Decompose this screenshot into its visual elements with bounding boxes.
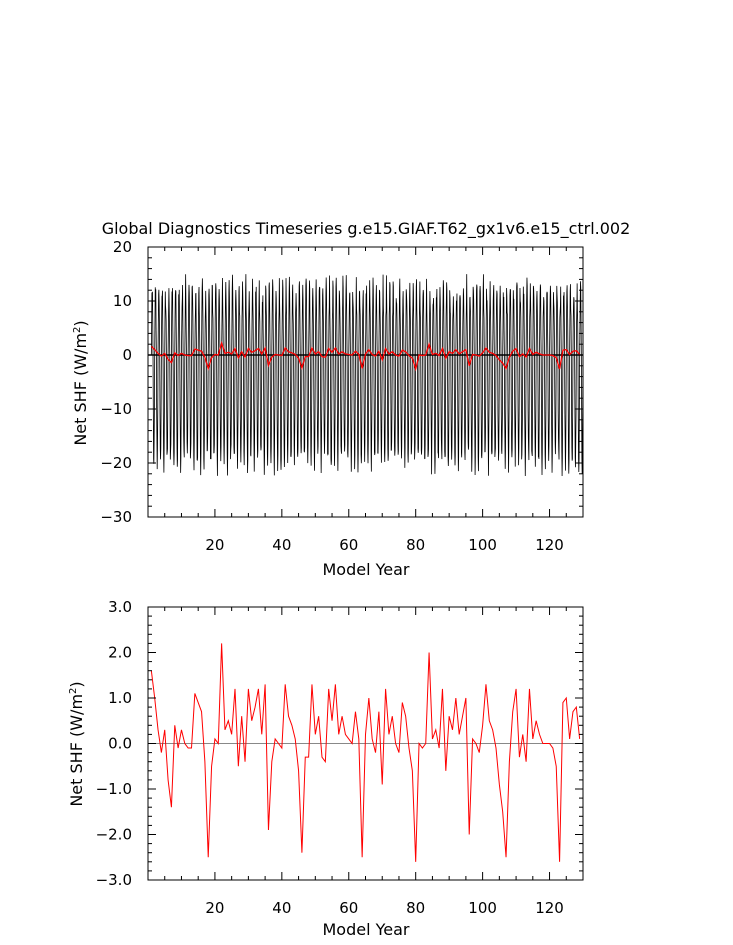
top-y-axis-label-sup: 2 <box>72 327 83 333</box>
top-y-axis-label: Net SHF (W/m2) <box>71 320 90 445</box>
monthly-line <box>150 274 584 477</box>
x-tick-label: 120 <box>535 536 564 554</box>
y-tick-label: 2.0 <box>108 644 132 662</box>
top-axes: 20 40 60 80 100 120 −30 −20 −10 0 10 20 <box>100 238 584 554</box>
y-tick-label: −1.0 <box>96 780 132 798</box>
top-x-axis-label: Model Year <box>323 560 410 579</box>
bottom-axes: 20 40 60 80 100 120 −3.0 −2.0 −1.0 0.0 1.0 2.0 3.0 <box>96 598 584 917</box>
x-tick-label: 60 <box>339 899 358 917</box>
bottom-x-axis-label: Model Year <box>323 920 410 939</box>
bottom-y-axis-label: Net SHF (W/m2) <box>67 681 86 806</box>
x-tick-label: 100 <box>468 536 497 554</box>
x-tick-label: 80 <box>406 536 425 554</box>
bottom-y-axis-label-sup: 2 <box>68 688 79 694</box>
x-tick-label: 40 <box>272 899 291 917</box>
x-tick-label: 40 <box>272 536 291 554</box>
y-tick-label: −30 <box>100 508 132 526</box>
top-series-annual <box>150 340 581 372</box>
y-tick-label: 3.0 <box>108 598 132 616</box>
x-tick-label: 100 <box>468 899 497 917</box>
y-tick-label: −2.0 <box>96 826 132 844</box>
y-tick-label: −10 <box>100 400 132 418</box>
chart-title: Global Diagnostics Timeseries g.e15.GIAF… <box>102 219 631 239</box>
top-y-axis-label-main: Net SHF (W/m <box>71 333 90 446</box>
x-tick-label: 60 <box>339 536 358 554</box>
y-tick-label: 10 <box>113 292 132 310</box>
top-series-monthly <box>150 274 584 477</box>
y-tick-label: 20 <box>113 238 132 256</box>
x-tick-label: 120 <box>535 899 564 917</box>
x-tick-label: 20 <box>205 899 224 917</box>
bottom-series-annual <box>150 643 581 862</box>
y-tick-label: −3.0 <box>96 871 132 889</box>
x-tick-label: 20 <box>205 536 224 554</box>
y-tick-label: 0 <box>122 346 132 364</box>
bottom-panel: 20 40 60 80 100 120 −3.0 −2.0 −1.0 0.0 1.0 2.0 3.0 M… <box>67 598 584 939</box>
bottom-y-axis-label-close: ) <box>67 681 86 687</box>
y-tick-label: 0.0 <box>108 735 132 753</box>
y-tick-label: −20 <box>100 454 132 472</box>
bottom-y-axis-label-main: Net SHF (W/m <box>67 694 86 807</box>
x-tick-label: 80 <box>406 899 425 917</box>
y-tick-label: 1.0 <box>108 689 132 707</box>
top-y-axis-label-close: ) <box>71 320 90 326</box>
